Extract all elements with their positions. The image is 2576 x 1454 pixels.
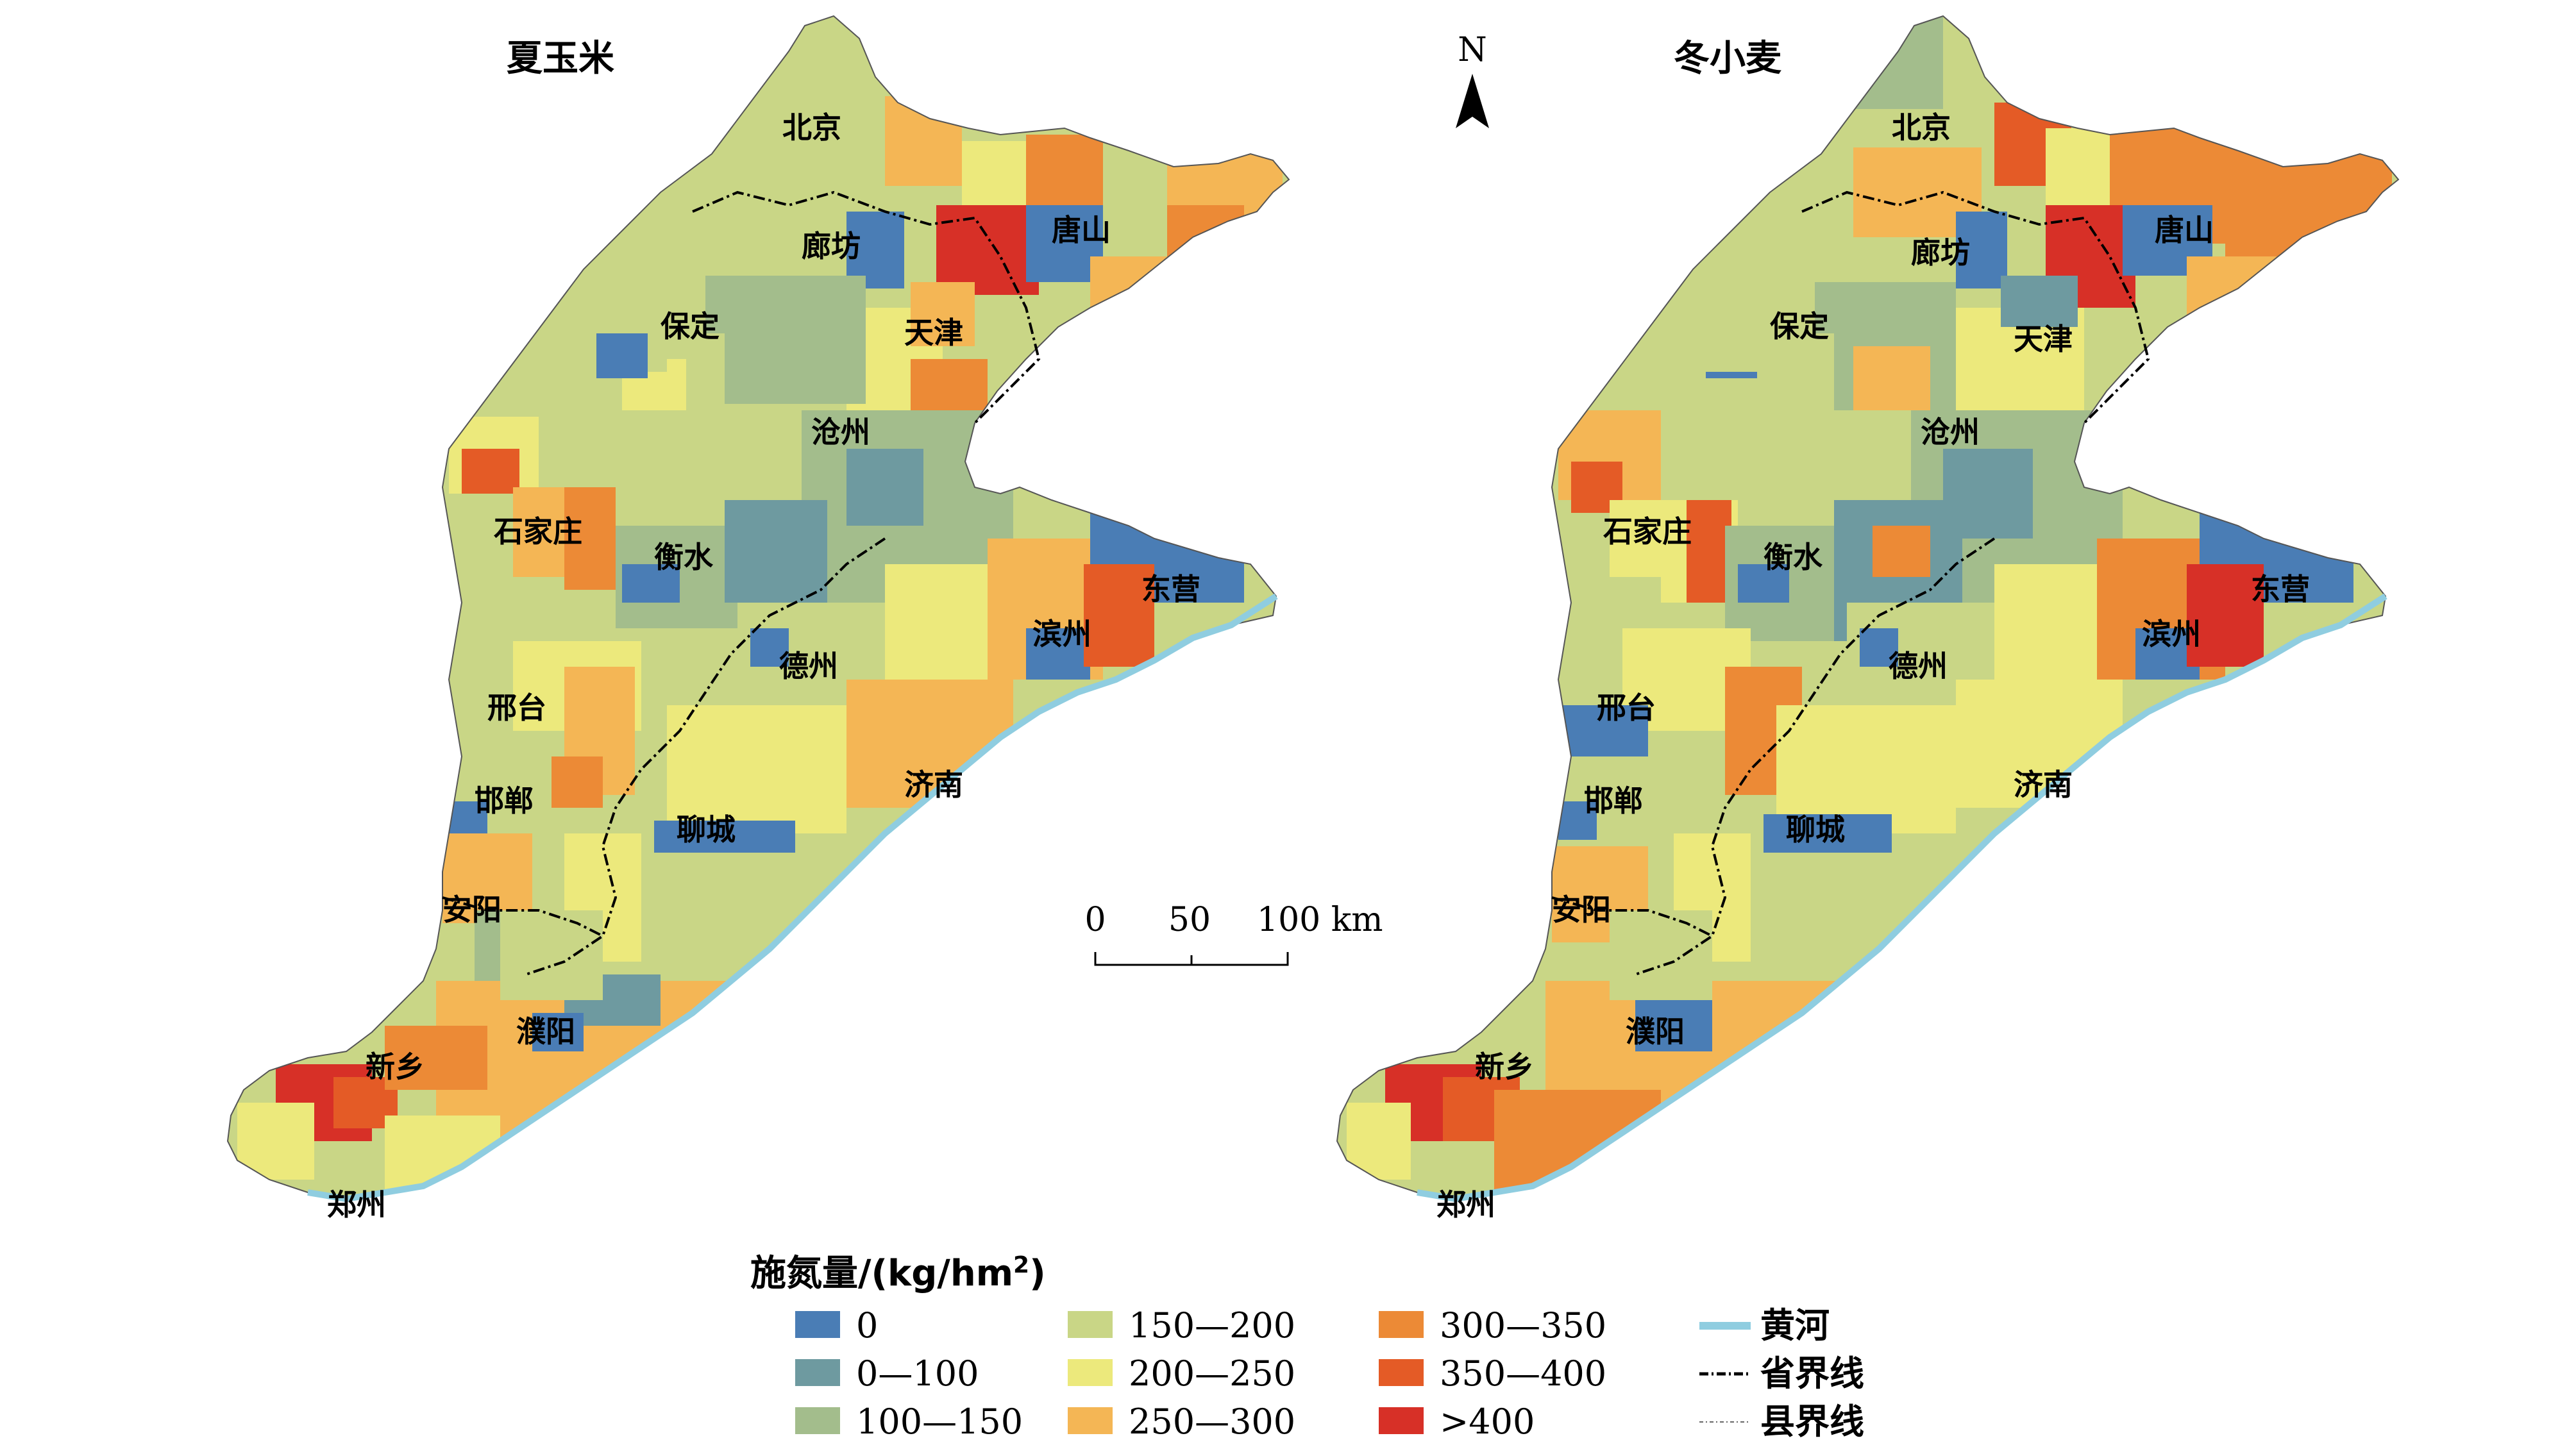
legend-label: 100—150 <box>856 1401 1023 1442</box>
city-label: 衡水 <box>654 540 714 574</box>
city-label: 邢台 <box>1597 690 1656 725</box>
yellow-river <box>1417 593 2387 1203</box>
map-summer-maize: 夏玉米 北京 廊坊 唐山 保定 天津 沧州 石家庄 衡水 东营 滨州 德州 邢台… <box>226 15 1290 1222</box>
scale-tick-label: 50 <box>1168 901 1211 939</box>
legend-swatch <box>795 1359 840 1386</box>
city-label: 东营 <box>2251 572 2310 606</box>
city-label: 唐山 <box>1052 213 1111 247</box>
city-label: 东营 <box>1141 572 1200 606</box>
province-border <box>1635 537 1996 976</box>
city-label: 郑州 <box>327 1187 386 1222</box>
city-label: 廊坊 <box>802 229 861 263</box>
map-winter-wheat: 冬小麦 北京 唐山 廊坊 保定 天津 沧州 石家庄 衡水 东营 滨州 德州 邢台… <box>1336 15 2400 1222</box>
legend-swatch <box>1068 1359 1113 1386</box>
province-border <box>525 537 886 976</box>
city-label: 邯郸 <box>475 783 534 818</box>
city-label: 邯郸 <box>1584 783 1643 818</box>
city-label: 保定 <box>1770 309 1829 344</box>
map-title: 夏玉米 <box>507 38 614 79</box>
city-label: 沧州 <box>811 415 870 449</box>
legend-label: 0—100 <box>856 1353 979 1394</box>
north-arrow: N <box>1456 31 1489 128</box>
legend-label: 省界线 <box>1760 1353 1864 1394</box>
legend-label: 县界线 <box>1760 1401 1864 1442</box>
legend-swatch <box>1068 1407 1113 1434</box>
city-label: 石家庄 <box>1603 514 1692 549</box>
legend-label: >400 <box>1440 1401 1535 1442</box>
city-label: 聊城 <box>677 812 736 847</box>
city-label: 保定 <box>661 309 720 344</box>
city-label: 新乡 <box>1475 1049 1534 1084</box>
city-label: 邢台 <box>487 690 546 725</box>
city-label: 安阳 <box>1552 892 1611 927</box>
city-label: 安阳 <box>442 892 501 927</box>
city-label: 滨州 <box>2142 617 2201 651</box>
city-label: 郑州 <box>1436 1187 1495 1222</box>
city-label: 北京 <box>1892 110 1951 145</box>
legend-swatch <box>1068 1311 1113 1338</box>
north-label: N <box>1458 31 1487 69</box>
city-label: 滨州 <box>1032 617 1091 651</box>
scale-line <box>1094 952 1289 966</box>
city-label: 新乡 <box>366 1049 425 1084</box>
map-title: 冬小麦 <box>1674 38 1781 79</box>
city-label: 德州 <box>779 649 838 683</box>
legend-label: 250—300 <box>1129 1401 1295 1442</box>
city-label: 衡水 <box>1764 540 1823 574</box>
city-label: 廊坊 <box>1911 235 1970 270</box>
legend-label: 150—200 <box>1129 1305 1295 1346</box>
scale-bar: 0 50 100 km <box>1084 901 1383 966</box>
legend-swatch <box>1379 1311 1424 1338</box>
city-label: 天津 <box>2014 322 2073 356</box>
scale-tick-label: 0 <box>1084 901 1106 939</box>
legend-label: 300—350 <box>1440 1305 1606 1346</box>
city-label: 濮阳 <box>1626 1014 1685 1049</box>
north-arrow-icon <box>1456 74 1489 128</box>
city-label: 德州 <box>1889 649 1948 683</box>
city-label: 唐山 <box>2155 213 2214 247</box>
city-labels: 北京 廊坊 唐山 保定 天津 沧州 石家庄 衡水 东营 滨州 德州 邢台 济南 … <box>327 110 1200 1222</box>
province-border <box>1551 896 1713 937</box>
city-label: 石家庄 <box>494 514 582 549</box>
legend-label: 350—400 <box>1440 1353 1606 1394</box>
legend-swatch <box>795 1311 840 1338</box>
city-labels: 北京 唐山 廊坊 保定 天津 沧州 石家庄 衡水 东营 滨州 德州 邢台 济南 … <box>1436 110 2310 1222</box>
city-label: 沧州 <box>1921 415 1980 449</box>
province-border <box>1801 190 2150 424</box>
province-border <box>692 190 1041 424</box>
city-label: 濮阳 <box>516 1014 575 1049</box>
city-label: 北京 <box>782 110 841 145</box>
choropleth-regions <box>1337 16 2398 1199</box>
choropleth-regions <box>228 16 1289 1199</box>
legend-swatch <box>795 1407 840 1434</box>
legend-swatch <box>1379 1407 1424 1434</box>
scale-tick-label: 100 km <box>1257 901 1383 939</box>
legend-label: 0 <box>856 1305 878 1346</box>
legend: 施氮量/(kg/hm2) 0 0—100 100—150 150—200 200… <box>750 1252 1864 1442</box>
legend-title: 施氮量/(kg/hm2) <box>750 1252 1046 1294</box>
legend-label: 黄河 <box>1760 1305 1830 1346</box>
city-label: 济南 <box>2014 767 2073 802</box>
legend-swatch <box>1379 1359 1424 1386</box>
province-border <box>442 896 603 937</box>
city-label: 济南 <box>904 767 963 802</box>
legend-label: 200—250 <box>1129 1353 1295 1394</box>
yellow-river <box>307 593 1278 1203</box>
city-label: 天津 <box>904 315 963 350</box>
city-label: 聊城 <box>1786 812 1845 847</box>
